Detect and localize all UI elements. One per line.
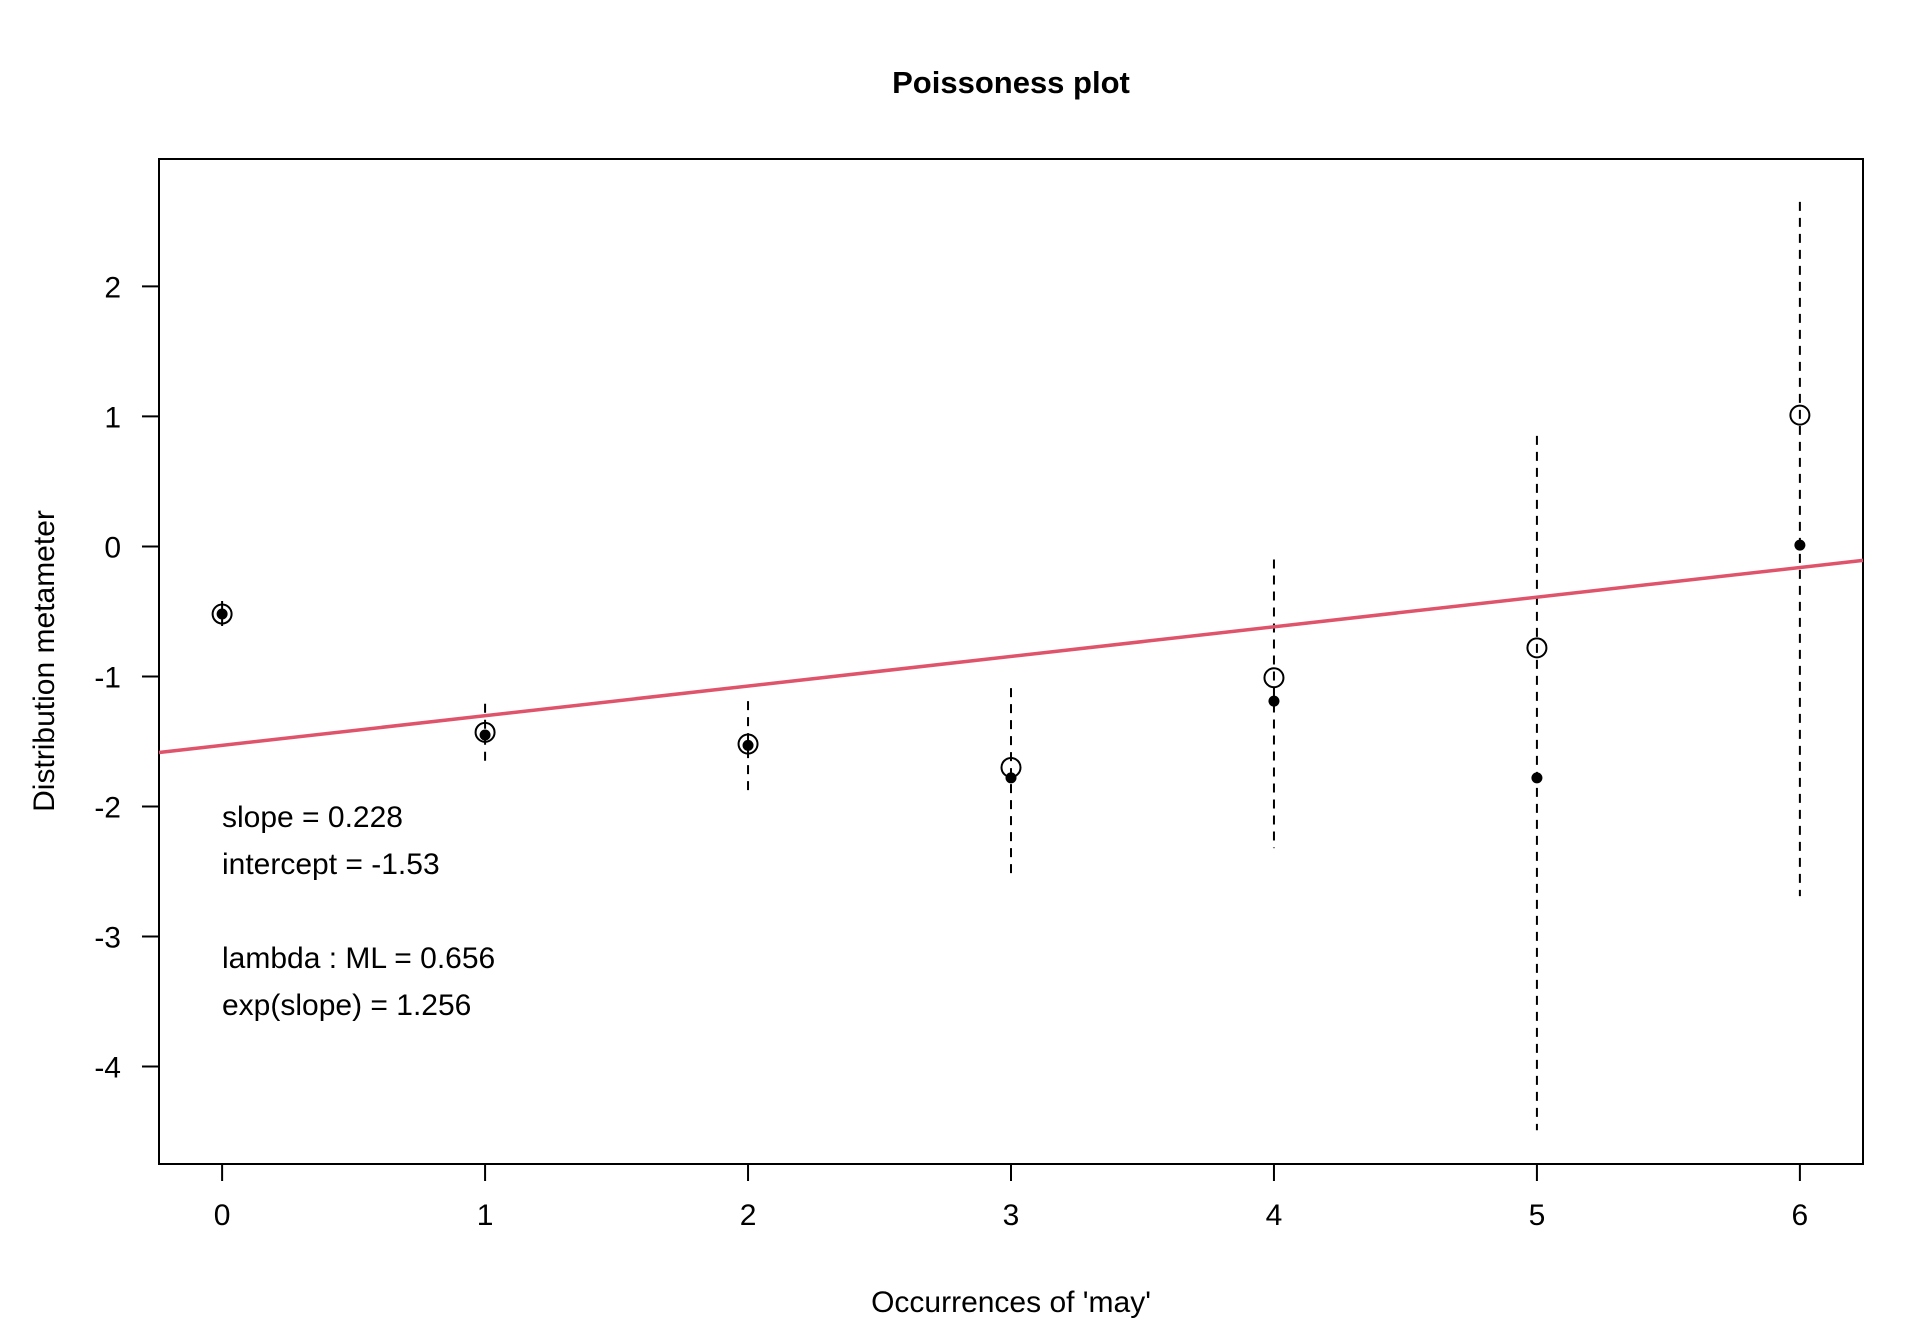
open-point — [474, 721, 496, 743]
x-tick-label: 6 — [1792, 1199, 1809, 1232]
y-tick-label: 1 — [104, 401, 121, 434]
filled-point — [1531, 772, 1543, 784]
x-tick-label: 2 — [740, 1199, 757, 1232]
filled-point — [742, 739, 754, 751]
filled-point — [216, 608, 228, 620]
x-tick-label: 4 — [1266, 1199, 1283, 1232]
fit-line — [158, 558, 1864, 755]
y-tick-label: 0 — [104, 531, 121, 564]
x-tick-label: 1 — [477, 1199, 494, 1232]
filled-point — [479, 729, 491, 741]
filled-point — [1005, 772, 1017, 784]
annotation-text: slope = 0.228 — [222, 801, 403, 834]
y-tick-label: -3 — [94, 921, 121, 954]
open-point — [737, 733, 759, 755]
annotation-text: intercept = -1.53 — [222, 848, 440, 881]
x-tick-label: 3 — [1003, 1199, 1020, 1232]
x-axis-label: Occurrences of 'may' — [871, 1286, 1151, 1319]
y-tick-label: -4 — [94, 1051, 121, 1084]
open-point — [211, 603, 233, 625]
y-tick-label: -2 — [94, 791, 121, 824]
y-axis: -4 -3 -2 -1 0 1 2 — [94, 271, 159, 1084]
y-axis-label: Distribution metameter — [28, 510, 61, 812]
open-point — [1789, 404, 1811, 426]
chart-title: Poissoness plot — [892, 65, 1130, 100]
filled-point — [1794, 539, 1806, 551]
open-point — [1263, 667, 1285, 689]
annotation-text: exp(slope) = 1.256 — [222, 989, 471, 1022]
y-tick-label: 2 — [104, 271, 121, 304]
x-tick-label: 5 — [1529, 1199, 1546, 1232]
annotation-text: lambda : ML = 0.656 — [222, 942, 495, 975]
open-point — [1526, 637, 1548, 659]
filled-point — [1268, 695, 1280, 707]
x-axis: 0 1 2 3 4 5 6 — [214, 1164, 1808, 1232]
annotations: slope = 0.228 intercept = -1.53 lambda : M… — [222, 801, 495, 1022]
data-points — [211, 404, 1811, 784]
y-tick-label: -1 — [94, 661, 121, 694]
x-tick-label: 0 — [214, 1199, 231, 1232]
